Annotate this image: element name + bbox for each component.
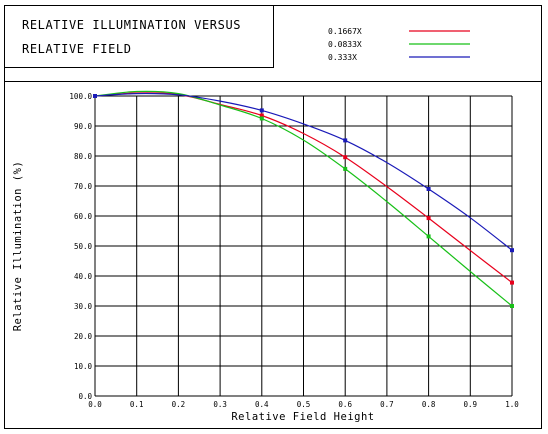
y-tick-label: 40.0 — [74, 272, 93, 281]
series-marker — [510, 248, 514, 253]
series-marker — [426, 187, 431, 191]
series-marker — [259, 108, 264, 113]
y-tick-label: 30.0 — [74, 302, 93, 311]
y-tick-label: 20.0 — [74, 332, 93, 341]
series-marker — [343, 166, 348, 171]
x-tick-label: 0.3 — [213, 400, 227, 409]
y-tick-label: 70.0 — [74, 182, 93, 191]
header-divider — [4, 81, 542, 82]
series-marker — [510, 304, 514, 308]
series-line-3 — [94, 92, 513, 251]
y-tick-label: 90.0 — [74, 122, 93, 131]
series-line-2 — [94, 90, 513, 307]
x-tick-label: 0.9 — [464, 400, 478, 409]
legend-label: 0.0833X — [328, 40, 362, 49]
x-tick-label: 1.0 — [505, 400, 519, 409]
legend-label: 0.333X — [328, 53, 357, 62]
series-marker — [259, 113, 264, 118]
series-marker — [343, 138, 348, 143]
series-marker — [426, 234, 431, 239]
legend-label: 0.1667X — [328, 27, 362, 36]
series-marker — [259, 116, 264, 121]
series-marker — [426, 216, 431, 221]
x-tick-label: 0.5 — [297, 400, 311, 409]
x-tick-label: 0.6 — [338, 400, 352, 409]
y-axis-label: Relative Illumination (%) — [12, 161, 24, 332]
chart-title-line-1: RELATIVE ILLUMINATION VERSUS — [22, 18, 242, 32]
x-axis-label: Relative Field Height — [231, 411, 374, 423]
y-tick-label: 80.0 — [74, 152, 93, 161]
x-tick-label: 0.4 — [255, 400, 269, 409]
x-tick-label: 0.1 — [130, 400, 144, 409]
y-tick-label: 100.0 — [69, 92, 92, 101]
title-divider — [4, 67, 274, 68]
y-tick-label: 60.0 — [74, 212, 93, 221]
x-tick-label: 0.0 — [88, 400, 102, 409]
chart-title-line-2: RELATIVE FIELD — [22, 42, 132, 56]
x-tick-label: 0.7 — [380, 400, 394, 409]
series-marker — [343, 155, 348, 160]
title-box — [4, 5, 274, 67]
series-line-1 — [94, 92, 513, 284]
series-marker — [93, 94, 97, 98]
y-tick-label: 0.0 — [78, 392, 92, 401]
y-tick-label: 50.0 — [74, 242, 93, 251]
x-tick-label: 0.2 — [172, 400, 186, 409]
series-marker — [510, 280, 514, 285]
y-tick-label: 10.0 — [74, 362, 93, 371]
x-tick-label: 0.8 — [422, 400, 436, 409]
